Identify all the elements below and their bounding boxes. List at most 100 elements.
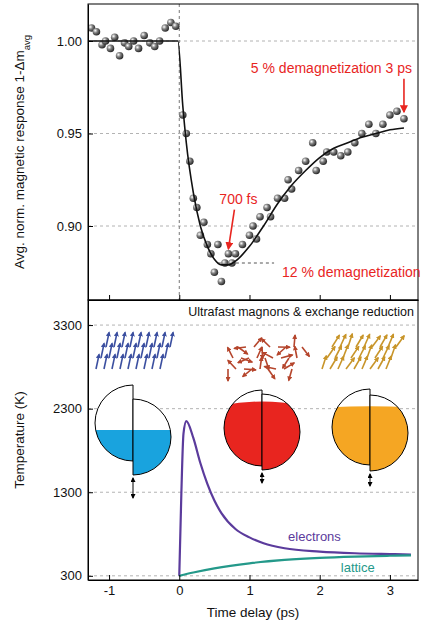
data-point bbox=[225, 250, 233, 258]
density-of-states bbox=[332, 389, 408, 486]
data-point bbox=[284, 176, 292, 184]
tick: 2300 bbox=[53, 401, 93, 416]
dos-half-outline bbox=[262, 394, 300, 470]
spin-arrow bbox=[364, 334, 370, 347]
exchange-arrow bbox=[262, 473, 263, 483]
data-point bbox=[186, 157, 194, 165]
data-point bbox=[309, 139, 317, 147]
spin-arrow bbox=[265, 358, 269, 369]
spin-arrow bbox=[109, 343, 112, 358]
spin-arrow bbox=[294, 335, 295, 347]
marks bbox=[88, 19, 408, 286]
tick bbox=[109, 295, 110, 300]
tick: 2 bbox=[317, 575, 324, 598]
spin-arrow bbox=[367, 345, 372, 358]
dos-half-fill bbox=[262, 394, 300, 470]
data-point bbox=[344, 148, 352, 156]
tick-mark bbox=[88, 492, 93, 493]
tick-label: 2300 bbox=[53, 401, 82, 416]
tick-mark bbox=[109, 295, 110, 300]
data-point bbox=[135, 45, 143, 53]
spin-arrow bbox=[162, 332, 165, 347]
spin-arrow bbox=[160, 354, 163, 369]
annotation-arrow bbox=[403, 79, 405, 112]
dos-half-outline bbox=[224, 390, 262, 466]
tick-mark bbox=[390, 575, 391, 580]
y-axis-title: Avg. norm. magnetic response 1-Δmavg bbox=[12, 35, 32, 269]
data-point bbox=[116, 52, 124, 60]
dos-half-fill bbox=[95, 385, 133, 461]
axis-line bbox=[88, 5, 89, 301]
spin-arrow bbox=[295, 346, 297, 358]
data-point bbox=[239, 241, 247, 249]
tick: -1 bbox=[104, 575, 116, 598]
tick-mark bbox=[320, 295, 321, 300]
spin-arrow bbox=[289, 369, 292, 381]
grid-line bbox=[88, 492, 418, 493]
spin-arrow bbox=[138, 332, 141, 347]
spin-arrow bbox=[348, 334, 352, 347]
spin-arrow bbox=[130, 332, 133, 347]
dos-half-fill bbox=[133, 399, 171, 475]
spin-arrow bbox=[152, 354, 155, 369]
data-point bbox=[232, 250, 240, 258]
tick-label: 0.95 bbox=[57, 126, 82, 141]
data-point bbox=[302, 157, 310, 165]
data-point bbox=[218, 278, 226, 286]
spin-arrow bbox=[120, 354, 123, 369]
tick-mark bbox=[109, 575, 110, 580]
panel: electronslattice300130023003300-10123Tim… bbox=[12, 300, 419, 620]
tick bbox=[249, 295, 250, 300]
spin-arrow bbox=[117, 343, 120, 358]
spin-arrow bbox=[388, 334, 393, 347]
tick: 300 bbox=[60, 568, 93, 583]
scatter-series bbox=[88, 19, 408, 286]
data-point bbox=[319, 157, 327, 165]
spin-arrow bbox=[125, 343, 128, 358]
grid bbox=[88, 41, 418, 226]
plot-frame bbox=[88, 300, 418, 580]
spin-arrow bbox=[372, 336, 380, 347]
data-point bbox=[386, 111, 394, 119]
tick-label: 3 bbox=[387, 583, 394, 598]
data-point bbox=[107, 45, 115, 53]
spin-arrow bbox=[128, 354, 131, 369]
tick-mark bbox=[88, 409, 93, 410]
spin-arrow bbox=[104, 354, 107, 369]
tick-mark bbox=[249, 575, 250, 580]
tick: 3 bbox=[387, 575, 394, 598]
x-axis: -10123 bbox=[89, 575, 419, 598]
series-line bbox=[179, 555, 411, 575]
spin-arrow bbox=[362, 356, 367, 369]
spin-arrow bbox=[228, 360, 236, 369]
spin-arrow bbox=[391, 345, 396, 358]
tick-label: 0.90 bbox=[57, 219, 82, 234]
y-axis: 300130023003300 bbox=[53, 301, 93, 584]
tick-mark bbox=[88, 325, 93, 326]
spin-arrow bbox=[359, 346, 365, 358]
spin-arrow bbox=[375, 346, 383, 358]
spin-arrow bbox=[322, 356, 326, 369]
data-point bbox=[295, 167, 303, 175]
dos-half-ground bbox=[224, 390, 262, 466]
dos-half-ground bbox=[262, 394, 300, 470]
spin-arrow bbox=[330, 357, 337, 369]
data-point bbox=[365, 120, 373, 128]
spin-arrow bbox=[228, 347, 233, 358]
tick: 1300 bbox=[53, 485, 93, 500]
y-axis-title-main: Temperature (K) bbox=[12, 391, 27, 489]
data-point bbox=[379, 120, 387, 128]
annotation: 12 % demagnetization bbox=[282, 264, 421, 280]
data-point bbox=[263, 204, 271, 212]
spin-arrow bbox=[260, 357, 262, 369]
spin-arrow bbox=[261, 347, 263, 359]
spin-arrow bbox=[332, 335, 339, 347]
tick: 1 bbox=[246, 575, 253, 598]
data-point bbox=[93, 28, 101, 36]
tick-mark bbox=[88, 576, 93, 577]
data-point bbox=[200, 219, 208, 227]
dos-half-ground bbox=[95, 385, 133, 461]
spin-arrow bbox=[351, 346, 359, 358]
spin-arrow bbox=[106, 332, 109, 347]
spin-arrow bbox=[262, 352, 273, 358]
